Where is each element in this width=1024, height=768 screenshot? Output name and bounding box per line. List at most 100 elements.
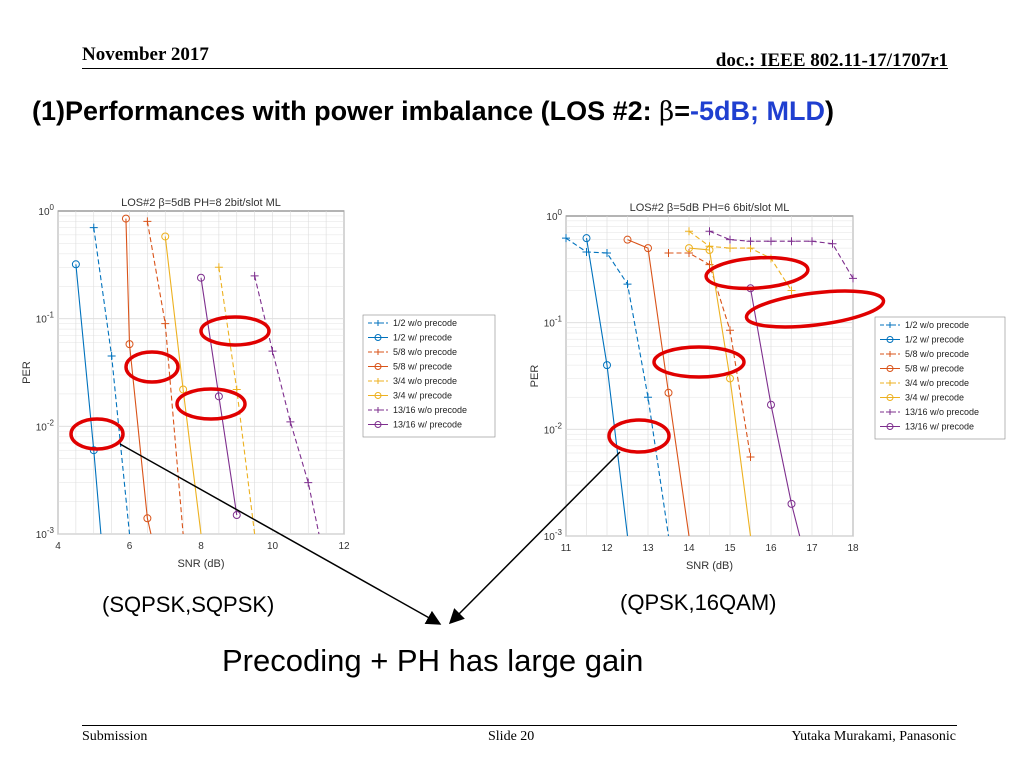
legend-label: 3/4 w/o precode (393, 376, 457, 386)
legend-label: 13/16 w/o precode (905, 407, 979, 417)
data-point (746, 237, 755, 246)
y-tick-label: 10-3 (36, 526, 55, 541)
label-16qam: (QPSK,16QAM) (620, 590, 777, 615)
data-point (250, 271, 259, 280)
y-tick-label: 10-1 (36, 311, 55, 326)
legend-box (874, 316, 1006, 440)
data-point (767, 400, 775, 409)
title-eq: = (674, 96, 690, 126)
x-tick-label: 12 (338, 541, 350, 552)
data-point (644, 393, 652, 402)
series-line (125, 218, 152, 535)
data-point (286, 417, 295, 426)
x-tick-label: 16 (765, 543, 777, 554)
data-point (603, 248, 611, 257)
data-point (849, 274, 857, 283)
grid (565, 216, 854, 537)
x-tick-label: 4 (55, 541, 61, 552)
data-point (726, 326, 734, 335)
label-sqpsk: (SQPSK,SQPSK) (102, 592, 275, 617)
y-axis-label: PER (21, 361, 33, 384)
y-tick-label: 100 (38, 203, 54, 218)
legend-marker (375, 378, 381, 384)
series-line (200, 277, 238, 516)
chart-title: LOS#2 β=5dB PH=8 2bit/slot ML (121, 197, 281, 209)
data-point (143, 217, 152, 226)
series-line (688, 247, 752, 537)
chart-title: LOS#2 β=5dB PH=6 6bit/slot ML (630, 202, 790, 214)
legend-marker (886, 423, 894, 430)
annotation-ellipse (744, 289, 886, 329)
series-line (146, 221, 184, 535)
annotation-ellipse (704, 255, 810, 291)
data-point (787, 237, 796, 246)
x-tick-label: 12 (601, 543, 613, 554)
chart-right-svg: 11 12 13 14 15 16 17 18 100 10-1 10-2 10-3 SNR (dB) P… (529, 202, 1006, 572)
data-point (268, 347, 277, 356)
data-point (161, 232, 170, 241)
title-beta: β (659, 97, 675, 127)
data-point (562, 234, 570, 243)
y-tick-label: 10-2 (36, 418, 55, 433)
legend-marker (887, 351, 893, 357)
legend-marker (886, 336, 894, 343)
legend-marker (887, 322, 893, 328)
data-point (232, 511, 241, 520)
chart-right: 11 12 13 14 15 16 17 18 100 10-1 10-2 10-3 SNR (dB) P… (520, 195, 1010, 580)
x-tick-label: 10 (267, 541, 279, 552)
data-point (125, 340, 134, 349)
data-point (214, 392, 223, 401)
data-point (644, 244, 652, 253)
header-rule (82, 68, 948, 69)
legend-label: 1/2 w/o precode (905, 320, 969, 330)
x-tick-label: 14 (683, 543, 695, 554)
legend-label: 5/8 w/ precode (393, 362, 452, 372)
legend-label: 5/8 w/ precode (905, 364, 964, 374)
footer-submission: Submission (82, 729, 148, 744)
series-line (585, 238, 629, 537)
data-point (746, 244, 755, 253)
y-axis-label: PER (529, 365, 541, 388)
legend-label: 13/16 w/ precode (393, 420, 462, 430)
arrow-left (119, 443, 442, 625)
data-point (161, 319, 170, 328)
data-point (726, 374, 734, 383)
x-tick-label: 17 (806, 543, 818, 554)
data-point (767, 237, 775, 246)
x-tick-label: 18 (847, 543, 859, 554)
y-tick-label: 100 (546, 208, 562, 223)
data-point (179, 385, 188, 394)
annotation-ellipse (652, 345, 746, 379)
x-tick-label: 13 (642, 543, 654, 554)
legend-label: 1/2 w/ precode (393, 333, 452, 343)
y-tick-label: 10-3 (544, 528, 563, 543)
annotation-ellipse (175, 387, 247, 421)
data-point (828, 239, 837, 248)
data-point (304, 478, 313, 487)
data-point (603, 361, 611, 370)
legend-label: 3/4 w/o precode (905, 378, 969, 388)
footer-author: Yutaka Murakami, Panasonic (791, 729, 956, 744)
legend-marker (374, 392, 382, 399)
legend: 1/2 w/o precode 1/2 w/ precode 5/8 w/o pre… (362, 314, 496, 438)
legend-marker (887, 409, 893, 415)
legend: 1/2 w/o precode 1/2 w/ precode 5/8 w/o pre… (874, 316, 1006, 440)
series-line (627, 239, 690, 537)
data-point (214, 263, 223, 272)
data-point (685, 248, 693, 257)
data-point (726, 235, 734, 244)
data-point (787, 499, 796, 508)
data-point (705, 246, 714, 255)
series-line (749, 288, 801, 537)
series-line (688, 230, 792, 291)
gain-statement: Precoding + PH has large gain (222, 643, 644, 678)
legend-marker (375, 407, 381, 413)
data-point (232, 385, 241, 394)
legend-label: 5/8 w/o precode (393, 347, 457, 357)
data-point (746, 453, 755, 462)
x-axis-label: SNR (dB) (177, 558, 224, 570)
footer-slide-number: Slide 20 (488, 729, 535, 744)
x-tick-label: 8 (198, 541, 204, 552)
legend-marker (374, 363, 382, 370)
